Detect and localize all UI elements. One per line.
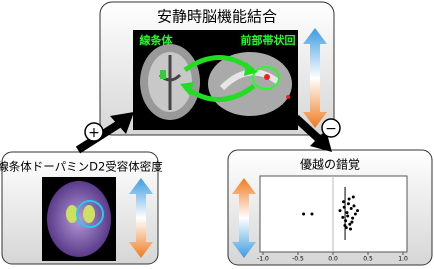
point	[342, 205, 346, 209]
acc-spot	[264, 74, 270, 80]
x-tick-label: -0.5	[292, 256, 304, 263]
point	[338, 209, 342, 213]
striatum-spot	[160, 70, 166, 79]
point	[343, 224, 347, 228]
pet-striatum	[66, 205, 78, 223]
point	[351, 216, 355, 220]
pet-circle	[76, 200, 104, 228]
point	[356, 209, 359, 213]
point	[341, 215, 345, 219]
gradient-arrow	[129, 178, 153, 258]
minus-sign: −	[325, 121, 337, 137]
point	[346, 202, 350, 206]
point	[345, 211, 349, 215]
label-acc: 前部帯状回	[241, 33, 296, 47]
point	[349, 227, 352, 231]
x-tick-label: 0.0	[328, 256, 338, 263]
arrow-head	[244, 62, 258, 76]
gradient-arrow	[232, 178, 256, 258]
acc-circle	[252, 66, 280, 90]
gradient-arrow	[303, 28, 327, 128]
point	[353, 212, 357, 216]
arrow-head	[110, 112, 134, 134]
point	[310, 212, 314, 216]
x-tick-label: 1.0	[398, 256, 408, 263]
plus-sign: +	[88, 125, 100, 141]
point	[342, 200, 345, 204]
point	[349, 207, 353, 211]
minus-circle	[321, 118, 341, 138]
connection-arrow	[184, 83, 256, 102]
point	[348, 222, 352, 226]
label-striatum: 線条体	[140, 33, 174, 47]
point	[347, 197, 351, 201]
arrow-head	[180, 82, 194, 96]
sagittal-brain	[208, 52, 292, 116]
link-arrow	[293, 115, 323, 143]
point	[346, 214, 350, 218]
point	[344, 219, 348, 223]
point	[350, 220, 354, 224]
right-title: 優越の錯覚	[300, 157, 360, 172]
pet-striatum	[83, 205, 95, 223]
left-title: 線条体ドーパミンD2受容体密度	[0, 160, 163, 174]
point	[352, 204, 356, 208]
spot	[286, 95, 290, 99]
x-tick-label: 0.5	[363, 256, 373, 263]
plus-circle	[84, 122, 104, 142]
top-title: 安静時脳機能結合	[157, 8, 277, 26]
point	[351, 195, 355, 199]
x-tick-label: -1.0	[257, 256, 269, 263]
point	[302, 212, 306, 216]
